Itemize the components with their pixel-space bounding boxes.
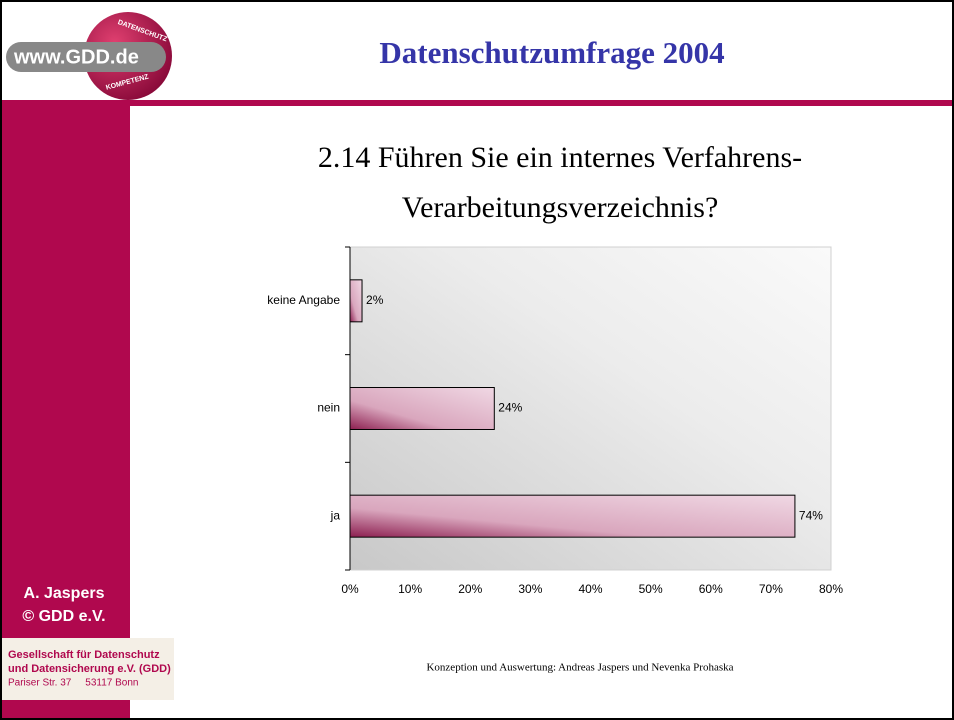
- y-tick-label: nein: [317, 401, 340, 415]
- x-tick-label: 40%: [578, 582, 602, 596]
- bar: [349, 494, 796, 538]
- address-box: [2, 638, 174, 700]
- x-tick-label: 20%: [458, 582, 482, 596]
- data-label: 74%: [799, 508, 823, 522]
- author: A. Jaspers: [24, 585, 105, 602]
- bar: [349, 387, 495, 430]
- bar: [349, 279, 363, 323]
- y-tick-label: keine Angabe: [267, 293, 340, 307]
- data-label: 24%: [498, 401, 522, 415]
- y-tick-label: ja: [330, 508, 341, 522]
- footer: Konzeption und Auswertung: Andreas Jaspe…: [426, 662, 733, 674]
- x-tick-label: 50%: [639, 582, 663, 596]
- address-line: und Datensicherung e.V. (GDD): [8, 663, 171, 675]
- x-tick-label: 80%: [819, 582, 843, 596]
- chart-title: Verarbeitungsverzeichnis?: [402, 191, 719, 224]
- x-tick-label: 0%: [341, 582, 359, 596]
- x-tick-label: 30%: [518, 582, 542, 596]
- address-line: Pariser Str. 37 53117 Bonn: [8, 678, 138, 689]
- logo-text: www.GDD.de: [13, 46, 139, 68]
- x-tick-label: 60%: [699, 582, 723, 596]
- address-line: Gesellschaft für Datenschutz: [8, 649, 160, 661]
- header-rule: [0, 100, 954, 106]
- chart: 0% 10% 20% 30% 40% 50% 60% 70% 80% keine Angabe 2%…: [267, 246, 843, 596]
- x-tick-label: 70%: [759, 582, 783, 596]
- data-label: 2%: [366, 293, 384, 307]
- sidebar: [0, 100, 130, 720]
- chart-title: 2.14 Führen Sie ein internes Verfahrens-: [318, 141, 802, 174]
- logo-bar: [6, 42, 166, 72]
- logo: www.GDD.de DATENSCHUTZ KOMPETENZ: [6, 12, 172, 100]
- slide-title: Datenschutzumfrage 2004: [379, 35, 724, 70]
- x-tick-label: 10%: [398, 582, 422, 596]
- copyright: © GDD e.V.: [22, 608, 105, 625]
